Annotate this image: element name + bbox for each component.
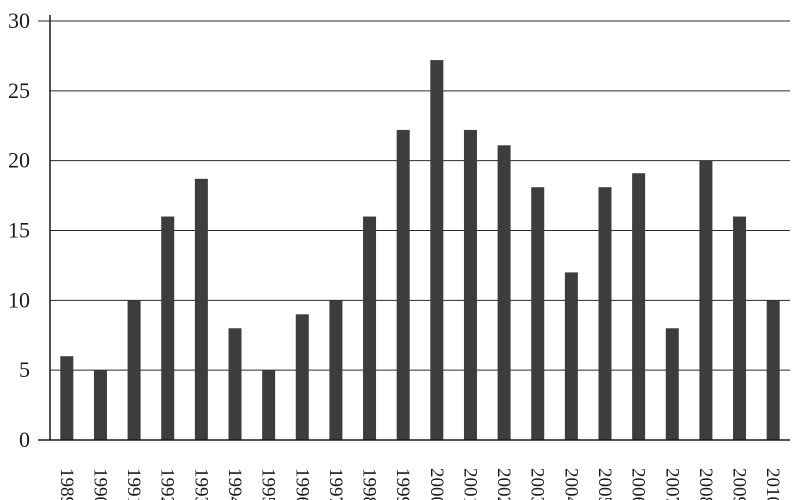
bar-1993 (194, 178, 208, 440)
bar-2001 (463, 129, 477, 440)
bar-2008 (699, 160, 713, 440)
x-tick-label: 2010 (762, 468, 783, 500)
bar-1995 (262, 370, 276, 440)
x-tick-label: 2002 (493, 468, 514, 500)
y-tick-label: 20 (8, 148, 30, 173)
x-tick-label: 1996 (291, 468, 312, 500)
y-tick-label: 25 (8, 78, 30, 103)
bar-1989 (60, 356, 74, 440)
x-tick-label: 2008 (695, 468, 716, 500)
labels: 0 5 10 15 20 25 30 1989 1990 1991 1992 1993 1994 1995… (8, 8, 783, 500)
x-tick-label: 2006 (628, 468, 649, 500)
bar-1999 (396, 129, 410, 440)
x-tick-label: 1994 (224, 468, 245, 500)
bar-1992 (161, 216, 175, 440)
bar-2003 (531, 187, 545, 440)
x-tick-label: 1990 (89, 468, 110, 500)
x-tick-label: 1998 (359, 468, 380, 500)
bar-1994 (228, 328, 242, 440)
bar-1997 (329, 300, 343, 440)
bar-1990 (93, 370, 107, 440)
y-tick-label: 0 (19, 427, 30, 452)
bar-1998 (363, 216, 377, 440)
bars (60, 60, 780, 441)
x-tick-label: 1992 (157, 468, 178, 500)
y-tick-label: 30 (8, 8, 30, 33)
x-tick-label: 2003 (527, 468, 548, 500)
bar-2002 (497, 145, 511, 440)
x-tick-label: 1989 (56, 468, 77, 500)
y-tick-label: 10 (8, 287, 30, 312)
bar-2006 (632, 173, 646, 440)
bar-2000 (430, 60, 444, 441)
x-tick-label: 2004 (560, 468, 581, 500)
x-tick-label: 1993 (190, 468, 211, 500)
y-tick-label: 15 (8, 218, 30, 243)
bar-1991 (127, 300, 141, 440)
bar-2010 (766, 300, 780, 440)
gridlines (50, 20, 790, 371)
x-tick-label: 1997 (325, 468, 346, 500)
bar-2005 (598, 187, 612, 440)
bar-2004 (564, 272, 578, 440)
bar-1996 (295, 314, 309, 440)
bar-2009 (733, 216, 747, 440)
x-tick-label: 2000 (426, 468, 447, 500)
x-tick-label: 1991 (123, 468, 144, 500)
x-tick-label: 2001 (459, 468, 480, 500)
bar-2007 (665, 328, 679, 440)
x-tick-label: 1995 (258, 468, 279, 500)
axes (38, 15, 790, 441)
y-tick-label: 5 (19, 357, 30, 382)
x-tick-label: 2005 (594, 468, 615, 500)
x-tick-label: 1999 (392, 468, 413, 500)
x-tick-label: 2009 (729, 468, 750, 500)
x-tick-label: 2007 (661, 468, 682, 500)
